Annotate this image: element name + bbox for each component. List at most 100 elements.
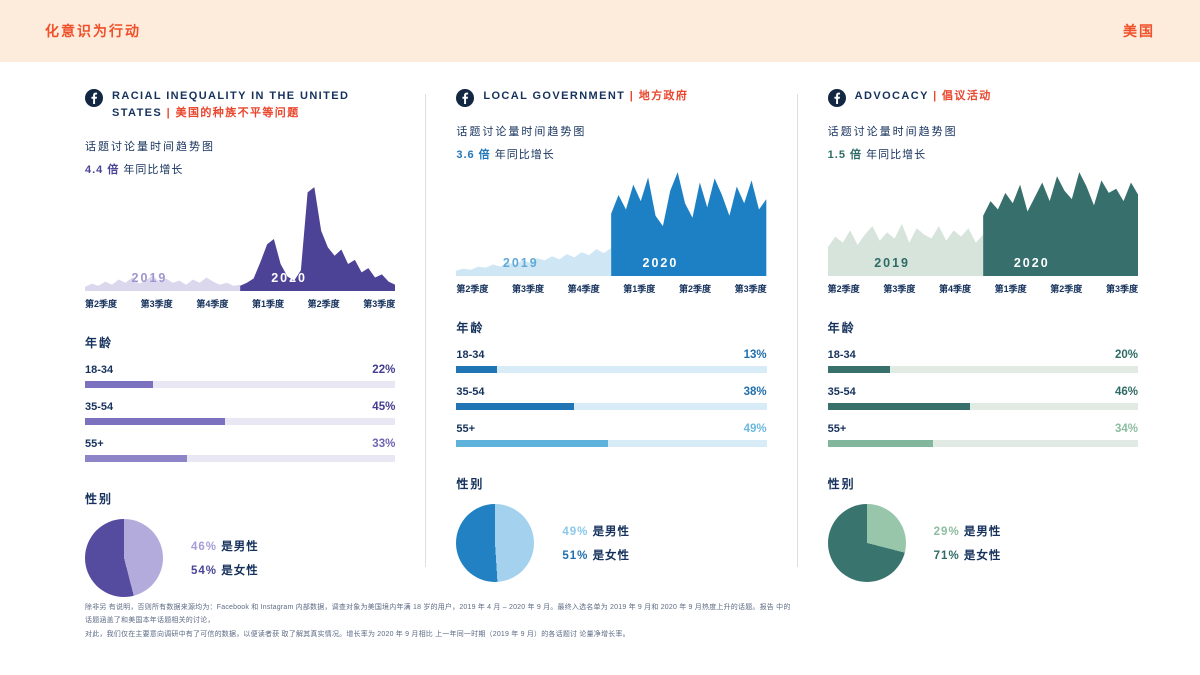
yoy-label: 年同比增长 xyxy=(866,149,927,161)
header-right-title: 美国 xyxy=(1123,23,1155,39)
age-bracket-label: 55+ xyxy=(827,423,847,435)
female-label: 是女性 xyxy=(963,550,1002,562)
quarter-tick: 第1季度 xyxy=(994,284,1027,294)
year-2020-label: 2020 xyxy=(271,271,307,286)
age-bar-fill xyxy=(827,366,890,373)
topic-title: RACIAL INEQUALITY IN THE UNITED STATES |… xyxy=(112,88,395,122)
trend-area-chart: 2019 2020 xyxy=(456,170,767,276)
gender-legend: 29% 是男性 71% 是女性 xyxy=(934,515,1002,571)
quarter-axis: 第2季度 第3季度 第4季度 第1季度 第2季度 第3季度 xyxy=(85,297,395,310)
facebook-icon xyxy=(827,89,846,107)
age-bar-track xyxy=(85,455,396,463)
gender-legend: 49% 是男性 51% 是女性 xyxy=(562,515,630,571)
header-left-title: 化意识为行动 xyxy=(45,23,141,39)
age-bar-fill xyxy=(85,418,225,426)
topic-title: ADVOCACY | 倡议活动 xyxy=(855,88,992,105)
trend-area-chart: 2019 2020 xyxy=(827,170,1138,276)
trend-chart-title: 话题讨论量时间趋势图 xyxy=(827,126,958,138)
quarter-tick: 第4季度 xyxy=(938,284,971,294)
topic-title-zh: 地方政府 xyxy=(638,90,689,102)
age-bar-track xyxy=(85,418,396,426)
column-divider xyxy=(796,94,798,568)
age-bar-track xyxy=(456,366,767,373)
quarter-tick: 第2季度 xyxy=(827,284,860,294)
quarter-tick: 第3季度 xyxy=(140,299,173,310)
quarter-tick: 第1季度 xyxy=(251,299,284,310)
age-row: 18-34 20% xyxy=(827,349,1138,373)
age-row: 55+ 49% xyxy=(456,423,767,447)
age-section: 年龄 18-34 20% 35-54 46% 55+ 34% xyxy=(827,319,1138,447)
quarter-axis: 第2季度 第3季度 第4季度 第1季度 第2季度 第3季度 xyxy=(828,282,1138,295)
age-bar-track xyxy=(456,440,767,447)
age-percentage: 45% xyxy=(372,401,396,414)
quarter-tick: 第1季度 xyxy=(623,284,656,294)
title-separator: | xyxy=(166,107,172,120)
age-row: 35-54 46% xyxy=(827,386,1138,410)
topic-header: LOCAL GOVERNMENT | 地方政府 xyxy=(456,88,766,107)
age-bar-track xyxy=(456,403,767,410)
age-bracket-label: 18-34 xyxy=(827,349,856,361)
age-percentage: 38% xyxy=(743,386,767,398)
age-bracket-label: 35-54 xyxy=(456,386,485,398)
gender-heading: 性别 xyxy=(85,492,114,507)
age-heading: 年龄 xyxy=(85,336,114,351)
age-bar-track xyxy=(827,440,1138,447)
age-bar-fill xyxy=(85,381,154,389)
age-percentage: 22% xyxy=(372,364,396,377)
topic-title-zh: 美国的种族不平等问题 xyxy=(175,107,300,120)
male-label: 是男性 xyxy=(592,526,631,538)
age-bar-fill xyxy=(85,455,188,463)
header-bar: 化意识为行动 美国 xyxy=(0,0,1200,62)
quarter-tick: 第3季度 xyxy=(883,284,916,294)
age-percentage: 33% xyxy=(372,438,396,451)
male-percentage: 49% xyxy=(562,526,589,538)
facebook-icon xyxy=(85,89,103,107)
panel-local-government: LOCAL GOVERNMENT | 地方政府 话题讨论量时间趋势图 3.6 倍… xyxy=(456,88,767,597)
male-percentage: 46% xyxy=(191,541,218,554)
topic-header: ADVOCACY | 倡议活动 xyxy=(827,88,1138,107)
facebook-icon xyxy=(456,89,475,107)
trend-chart-title: 话题讨论量时间趋势图 xyxy=(85,141,215,154)
quarter-tick: 第3季度 xyxy=(734,284,767,294)
footnote-line-1: 除非另 有说明，否则所有数据来源均为：Facebook 和 Instagram … xyxy=(85,604,791,625)
gender-heading: 性别 xyxy=(827,477,856,491)
panel-racial-inequality: RACIAL INEQUALITY IN THE UNITED STATES |… xyxy=(85,88,396,598)
gender-section: 性别 49% 是男性 51% 是女性 xyxy=(456,475,766,582)
female-percentage: 71% xyxy=(933,550,960,562)
age-bar-track xyxy=(85,381,396,389)
trend-area-chart: 2019 2020 xyxy=(85,185,396,292)
quarter-tick: 第4季度 xyxy=(196,299,229,310)
age-bar-fill xyxy=(456,403,575,410)
age-percentage: 49% xyxy=(743,423,767,435)
age-bracket-label: 35-54 xyxy=(85,401,114,414)
quarter-tick: 第3季度 xyxy=(1105,284,1138,294)
quarter-tick: 第2季度 xyxy=(678,284,711,294)
title-separator: | xyxy=(933,90,938,102)
age-row: 35-54 38% xyxy=(456,386,767,410)
gender-pie-chart xyxy=(85,519,163,598)
year-2020-label: 2020 xyxy=(642,256,679,270)
age-row: 35-54 45% xyxy=(85,401,396,426)
age-section: 年龄 18-34 13% 35-54 38% 55+ 49% xyxy=(456,319,767,447)
age-row: 55+ 33% xyxy=(85,438,396,463)
topic-title-en: LOCAL GOVERNMENT xyxy=(483,90,626,102)
gender-pie-chart xyxy=(827,504,906,582)
yoy-growth: 3.6 倍 年同比增长 xyxy=(456,146,766,162)
growth-multiplier: 1.5 倍 xyxy=(827,149,863,161)
gender-section: 性别 29% 是男性 71% 是女性 xyxy=(827,475,1138,582)
yoy-growth: 1.5 倍 年同比增长 xyxy=(828,146,1138,162)
age-row: 18-34 22% xyxy=(85,364,396,389)
age-bracket-label: 35-54 xyxy=(827,386,856,398)
age-row: 18-34 13% xyxy=(456,349,767,373)
female-percentage: 54% xyxy=(191,565,218,578)
growth-multiplier: 4.4 倍 xyxy=(85,164,120,177)
female-percentage: 51% xyxy=(562,550,589,562)
quarter-tick: 第2季度 xyxy=(456,284,489,294)
year-2020-label: 2020 xyxy=(1013,256,1050,270)
gender-pie-chart xyxy=(456,504,535,582)
female-label: 是女性 xyxy=(221,565,259,578)
footnote-line-2: 对此，我们仅在主要意向调研中有了可信的数据，以便读者获 取了解其真实情况。增长率… xyxy=(85,630,630,638)
male-label: 是男性 xyxy=(221,541,259,554)
year-2019-label: 2019 xyxy=(502,256,539,270)
